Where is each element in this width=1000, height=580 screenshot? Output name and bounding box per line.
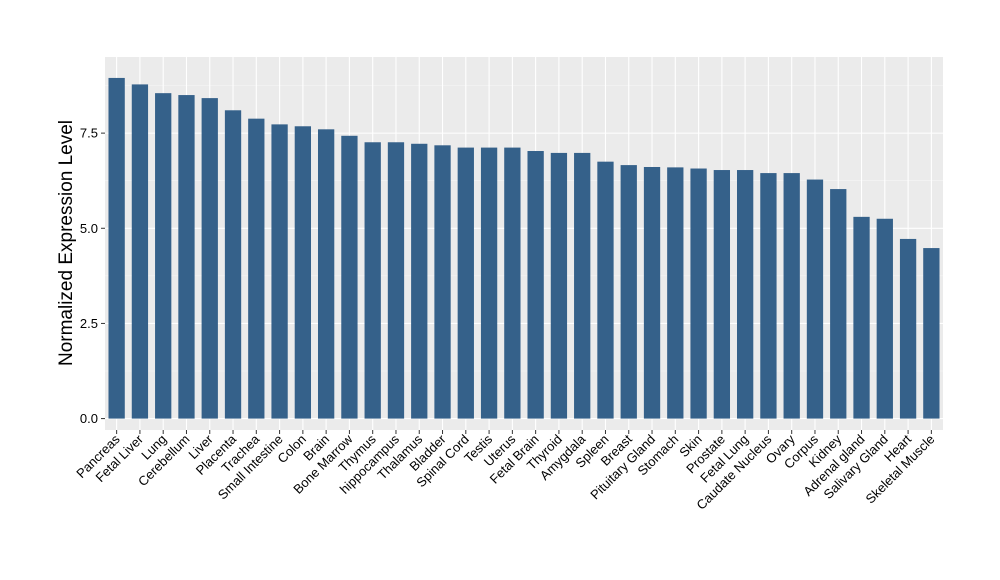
bar [178, 95, 195, 419]
bar [597, 161, 614, 419]
bar [667, 167, 684, 419]
bar [224, 110, 242, 419]
bar [643, 166, 661, 419]
bar [527, 151, 544, 419]
bar [760, 173, 777, 419]
plot-panel [105, 57, 943, 430]
y-axis-title: Normalized Expression Level [56, 120, 77, 366]
bar [899, 238, 917, 419]
bar [713, 170, 731, 419]
bar [201, 98, 218, 419]
bar [155, 93, 172, 419]
bar [876, 218, 893, 419]
bar [341, 135, 358, 419]
bar [736, 170, 754, 419]
bar [783, 173, 800, 419]
bar [108, 77, 125, 419]
bars [108, 77, 940, 419]
bar [364, 142, 381, 419]
bar [574, 152, 591, 419]
bar [806, 179, 824, 419]
bar [550, 152, 568, 419]
y-tick-label: 5.0 [80, 221, 98, 236]
y-axis: 0.0 2.5 5.0 7.5 [80, 126, 105, 426]
bar [457, 147, 474, 419]
bar [620, 165, 637, 419]
bar [853, 216, 870, 419]
y-tick-label: 2.5 [80, 316, 98, 331]
bar [690, 168, 707, 419]
bar [131, 84, 149, 419]
bar [317, 129, 335, 419]
bar [411, 143, 428, 419]
bar [830, 189, 847, 419]
bar [504, 147, 521, 419]
y-tick-label: 7.5 [80, 126, 98, 141]
bar [923, 248, 940, 419]
y-tick-label: 0.0 [80, 411, 98, 426]
bar [248, 118, 265, 419]
bar [271, 124, 288, 419]
bar [480, 147, 498, 419]
bar [434, 145, 451, 419]
bar [294, 126, 312, 419]
bar [387, 142, 405, 419]
